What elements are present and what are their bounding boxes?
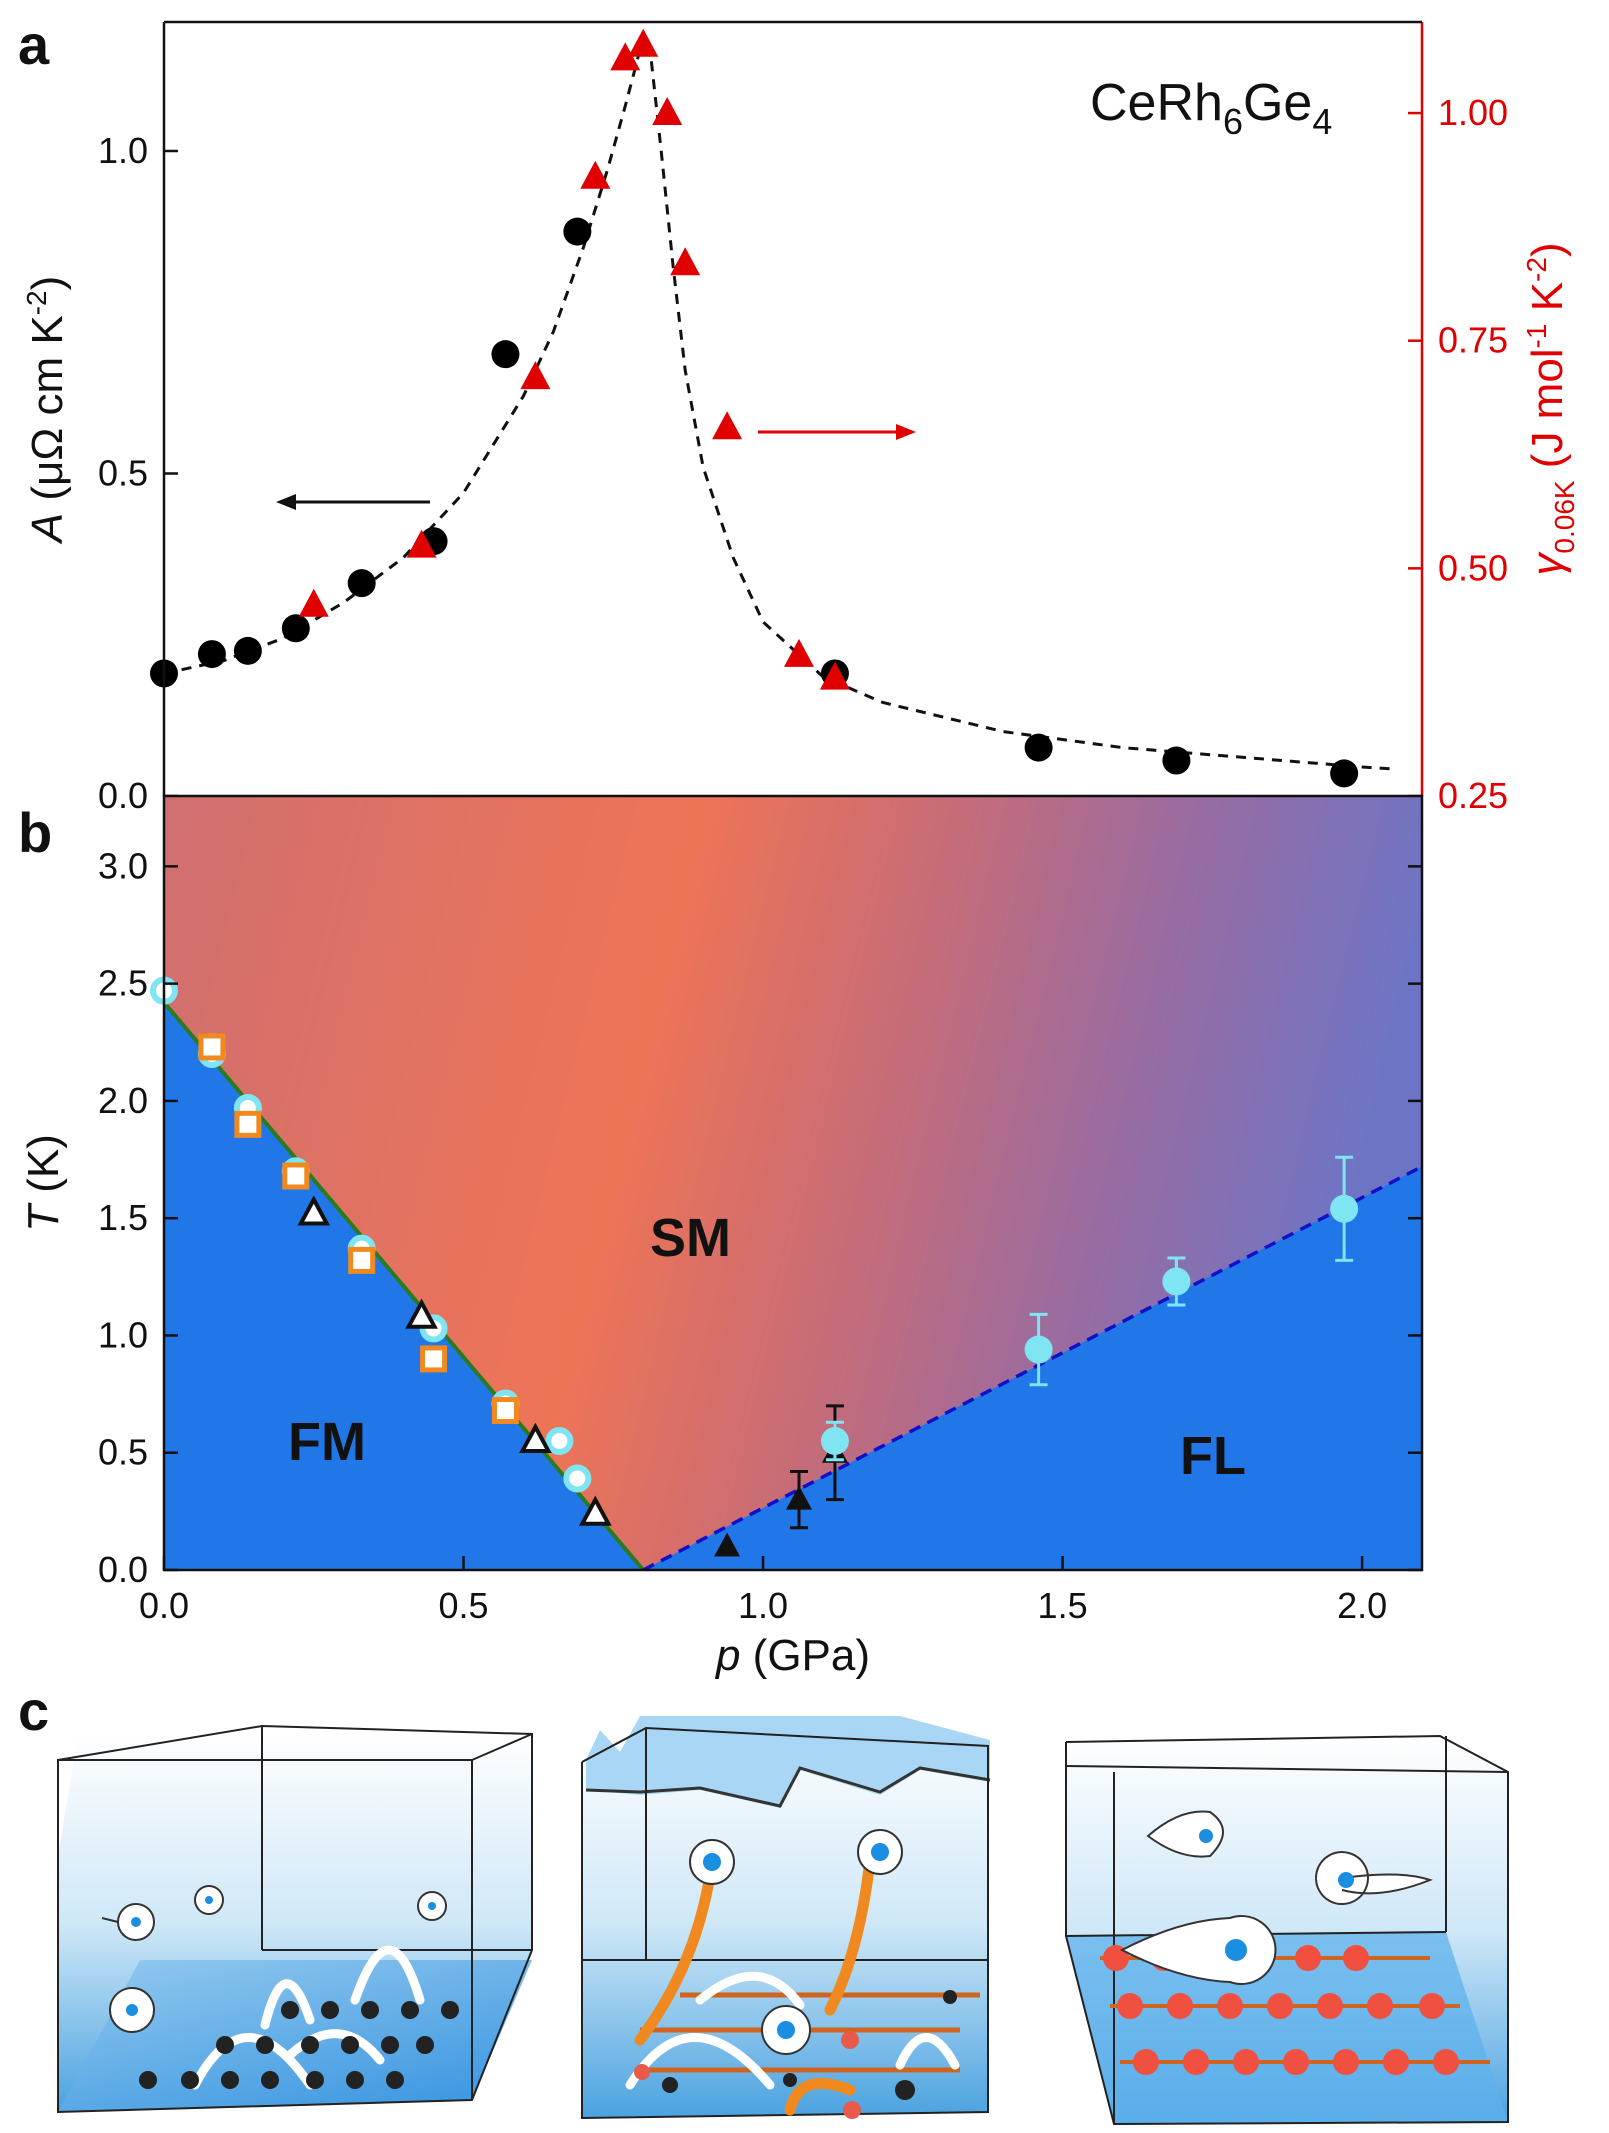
a-ytick-label: 0.5: [98, 453, 148, 494]
cyan-ring-point: [563, 1464, 592, 1493]
b-xtick-label: 1.5: [1038, 1585, 1088, 1626]
a-data-point: [1330, 759, 1359, 788]
b-ytick-label: 2.0: [98, 1080, 148, 1121]
panel-b-plot: 0.0 0.5 1.0 1.5 2.0 2.5 3.0 0.0 0.5 1.0 1.5 2.0 FM…: [19, 794, 1424, 1680]
b-frame: [162, 794, 1424, 1572]
panel-label-c: c: [18, 1679, 49, 1742]
gamma-data-point: [580, 160, 611, 189]
b-xlabel: p (GPa): [714, 1631, 870, 1680]
schematic-fl: [1065, 1734, 1509, 2126]
a-y2tick-label: 0.75: [1438, 320, 1508, 361]
open-triangle-point: [297, 1195, 331, 1226]
gamma-data-point: [783, 638, 814, 667]
b-xtick-label: 0.5: [439, 1585, 489, 1626]
gamma-data-point: [670, 247, 701, 276]
panel-label-b: b: [18, 801, 52, 864]
panel-a-plot: 0.0 0.5 1.0 0.25 0.50 0.75 1.00 CeRh6Ge4 A (μ…: [21, 20, 1580, 816]
orange-square-point: [234, 1110, 262, 1138]
a-y2tick-label: 1.00: [1438, 92, 1508, 133]
cyan-dot-point: [1330, 1194, 1359, 1223]
a-ytick-label: 1.0: [98, 130, 148, 171]
cyan-dot-point: [820, 1427, 849, 1455]
gamma-data-point: [712, 411, 743, 440]
filled-triangle-point: [785, 1485, 812, 1510]
b-ytick-label: 1.5: [98, 1197, 148, 1238]
orange-square-point: [491, 1397, 519, 1425]
b-xtick-label: 0.0: [139, 1585, 189, 1626]
open-triangle-point: [519, 1422, 552, 1453]
a-fit-line: [164, 31, 1393, 771]
right-arrow: [758, 424, 916, 440]
gamma-data-point: [406, 529, 437, 558]
b-ytick-label: 3.0: [98, 845, 148, 886]
compound-label: CeRh6Ge4: [1090, 74, 1332, 142]
a-data-point: [491, 340, 520, 369]
gamma-data-point: [520, 361, 551, 390]
region-label-sm: SM: [650, 1208, 731, 1268]
b-xtick-label: 1.0: [738, 1585, 788, 1626]
gamma-data-point: [610, 42, 641, 71]
open-triangle-point: [578, 1495, 612, 1526]
open-triangle-point: [405, 1298, 438, 1329]
a-data-point: [563, 217, 592, 246]
orange-square-point: [420, 1345, 448, 1373]
fl-region: [643, 1166, 1422, 1570]
a-data-point: [197, 640, 226, 669]
region-label-fl: FL: [1180, 1426, 1246, 1486]
orange-square-point: [348, 1246, 376, 1274]
cyan-dot-point: [1024, 1335, 1053, 1364]
schematic-fm: [57, 1724, 533, 2114]
a-y2tick-label: 0.25: [1438, 775, 1508, 816]
a-data-point: [1162, 746, 1191, 775]
a-ytick-label: 0.0: [98, 775, 148, 816]
b-xtick-label: 2.0: [1337, 1585, 1387, 1626]
cyan-dot-point: [1162, 1267, 1191, 1296]
gamma-data-point: [298, 588, 329, 617]
a-ylabel: A (μΩ cm K-2): [21, 276, 72, 546]
fl-boundary-line: [642, 1165, 1422, 1570]
gamma-data-point: [819, 661, 850, 690]
b-ytick-label: 0.0: [98, 1549, 148, 1590]
a-y2label: γ0.06K (J mol-1 K-2): [1521, 242, 1580, 575]
b-ylabel: T (K): [19, 1134, 68, 1232]
a-y2tick-label: 0.50: [1438, 547, 1508, 588]
a-data-point: [1024, 733, 1053, 762]
b-ytick-label: 1.0: [98, 1314, 148, 1355]
left-arrow: [276, 494, 430, 510]
a-data-point: [281, 614, 310, 643]
region-label-fm: FM: [288, 1412, 366, 1472]
b-ytick-label: 0.5: [98, 1432, 148, 1473]
filled-triangle-point: [714, 1532, 741, 1557]
schematic-sm: [581, 1716, 991, 2120]
a-data-point: [233, 636, 262, 665]
gamma-data-point: [628, 28, 659, 57]
b-ytick-label: 2.5: [98, 963, 148, 1004]
cyan-ring-point: [545, 1427, 574, 1455]
orange-square-point: [282, 1162, 310, 1190]
a-data-point: [347, 569, 376, 598]
gamma-data-point: [652, 97, 683, 126]
panel-label-a: a: [18, 13, 50, 76]
orange-square-point: [198, 1033, 226, 1061]
